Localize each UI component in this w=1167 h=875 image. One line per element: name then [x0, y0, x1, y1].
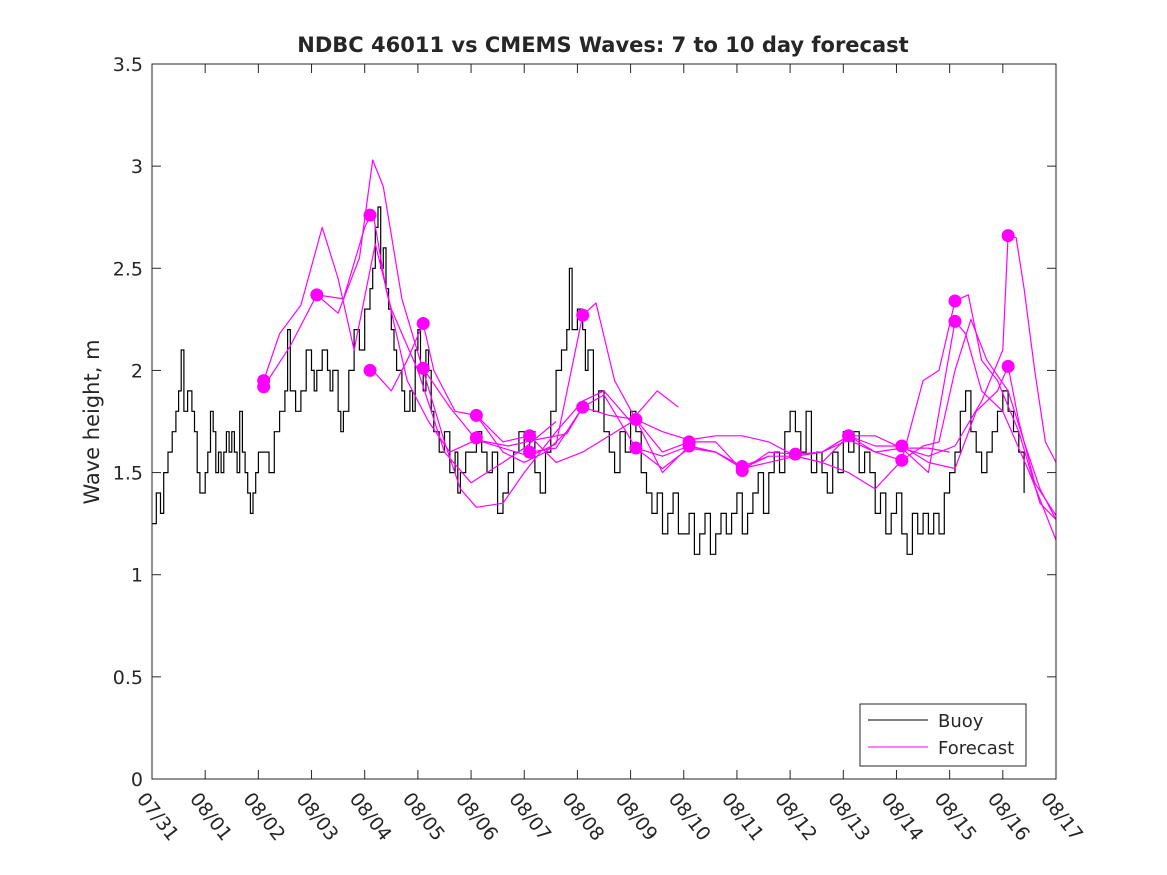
forecast-marker [310, 288, 324, 302]
x-tick-label: 08/08 [557, 789, 608, 846]
y-axis-label: Wave height, m [80, 339, 104, 504]
x-tick-label: 07/31 [132, 789, 183, 846]
forecast-series-line [372, 322, 770, 470]
x-tick-label: 08/11 [717, 789, 768, 846]
legend: Buoy Forecast [859, 703, 1027, 767]
y-tick-label: 2.5 [113, 258, 143, 280]
forecast-series-line [529, 320, 1057, 541]
forecast-marker [895, 439, 909, 453]
y-tick-label: 3.5 [113, 54, 143, 76]
x-tick-label: 08/16 [983, 789, 1034, 846]
x-tick-label: 08/10 [664, 789, 715, 846]
forecast-series-line [795, 318, 1057, 520]
chart-title: NDBC 46011 vs CMEMS Waves: 7 to 10 day f… [297, 33, 908, 57]
forecast-series-line [475, 294, 1057, 521]
x-tick-label: 08/04 [345, 789, 396, 846]
forecast-marker [416, 316, 430, 330]
forecast-marker [629, 441, 643, 455]
y-tick-label: 0.5 [113, 667, 143, 689]
forecast-marker [523, 429, 537, 443]
forecast-marker [469, 408, 483, 422]
y-tick-label: 1.5 [113, 463, 143, 485]
legend-buoy-label: Buoy [938, 711, 984, 732]
forecast-marker [842, 429, 856, 443]
forecast-marker [895, 453, 909, 467]
x-tick-label: 08/09 [611, 789, 662, 846]
series-layer [152, 159, 1057, 555]
buoy-series-line [152, 206, 1025, 555]
forecast-marker [363, 363, 377, 377]
x-tick-label: 08/12 [770, 789, 821, 846]
x-tick-label: 08/01 [185, 789, 236, 846]
x-tick-label: 08/17 [1036, 789, 1087, 846]
legend-box [859, 703, 1027, 767]
forecast-marker [469, 431, 483, 445]
forecast-marker [523, 445, 537, 459]
forecast-marker [788, 447, 802, 461]
y-tick-label: 1 [131, 565, 143, 587]
x-tick-label: 08/13 [823, 789, 874, 846]
forecast-marker [682, 439, 696, 453]
x-tick-label: 08/02 [238, 789, 289, 846]
forecast-marker [576, 400, 590, 414]
forecast-marker [363, 208, 377, 222]
forecast-marker [735, 464, 749, 478]
y-axis: 0 0.5 1 1.5 2 2.5 3 3.5 [113, 54, 1056, 791]
x-tick-label: 08/05 [398, 789, 449, 846]
x-tick-label: 08/03 [292, 789, 343, 846]
forecast-marker [948, 294, 962, 308]
forecast-marker [416, 361, 430, 375]
y-tick-label: 3 [131, 156, 143, 178]
x-tick-label: 08/06 [451, 789, 502, 846]
forecast-marker [257, 380, 271, 394]
y-tick-label: 2 [131, 360, 143, 382]
forecast-marker [948, 314, 962, 328]
forecast-marker [576, 308, 590, 322]
forecast-marker [1001, 229, 1015, 243]
forecast-series-line [422, 302, 950, 463]
forecast-marker [629, 412, 643, 426]
plot-frame [151, 63, 1057, 780]
legend-forecast-label: Forecast [938, 738, 1014, 759]
forecast-series-line [316, 159, 679, 508]
marker-layer [257, 208, 1015, 478]
x-tick-label: 08/15 [930, 789, 981, 846]
y-tick-label: 0 [131, 769, 143, 791]
x-tick-label: 08/07 [504, 789, 555, 846]
x-tick-label: 08/14 [877, 789, 928, 846]
forecast-series-line [263, 210, 584, 453]
forecast-marker [1001, 359, 1015, 373]
